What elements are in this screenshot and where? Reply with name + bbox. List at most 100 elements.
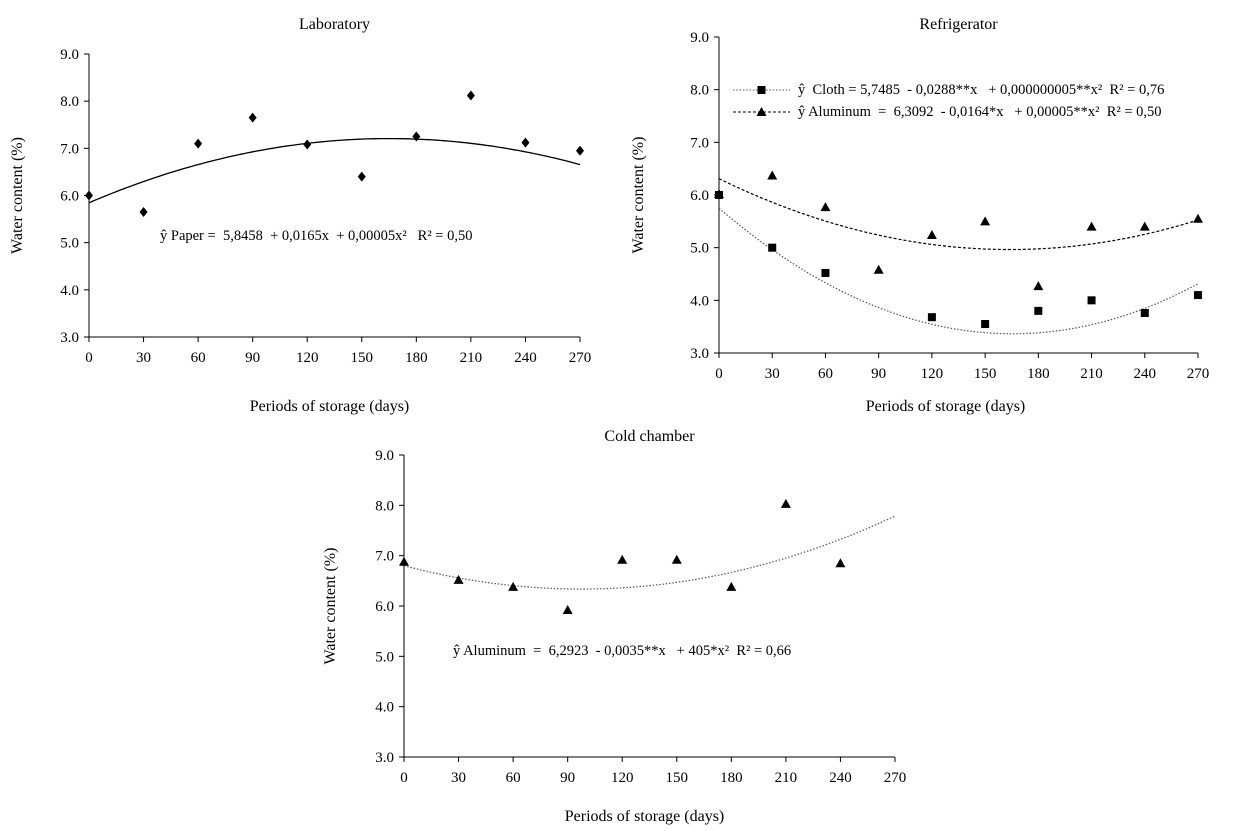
data-point-cloth — [1140, 308, 1149, 317]
x-tick-label: 150 — [666, 770, 689, 786]
x-axis-label: Periods of storage (days) — [250, 398, 410, 415]
y-tick-label: 5.0 — [60, 236, 79, 252]
data-point-paper — [85, 190, 93, 201]
data-point-paper — [248, 112, 257, 123]
chart-title: Refrigerator — [919, 16, 998, 33]
regression-equation-aluminum: ŷ Aluminum = 6,3092 - 0,0164*x + 0,00005… — [798, 104, 1162, 120]
x-tick-label: 120 — [611, 770, 634, 786]
y-tick-label: 6.0 — [60, 189, 79, 205]
x-tick-label: 270 — [1187, 366, 1210, 382]
data-point-paper — [412, 131, 421, 142]
x-tick-label: 30 — [136, 350, 151, 366]
y-tick-label: 8.0 — [375, 498, 394, 514]
data-point-paper — [357, 171, 366, 182]
data-point-paper — [139, 207, 148, 218]
x-tick-label: 210 — [1080, 366, 1103, 382]
x-tick-label: 60 — [506, 770, 521, 786]
x-tick-label: 180 — [720, 770, 743, 786]
x-axis-label: Periods of storage (days) — [565, 808, 725, 825]
legend-marker-cloth — [757, 86, 766, 94]
legend-marker-aluminum — [756, 107, 767, 116]
x-tick-label: 180 — [405, 350, 428, 366]
y-tick-label: 7.0 — [375, 549, 394, 565]
x-axis-label: Periods of storage (days) — [866, 398, 1026, 415]
data-point-cloth — [1034, 306, 1043, 315]
x-tick-label: 30 — [765, 366, 780, 382]
data-point-aluminum — [1086, 221, 1097, 231]
fit-curve-aluminum — [403, 515, 896, 590]
x-tick-label: 90 — [871, 366, 886, 382]
data-point-cloth — [821, 268, 830, 277]
data-point-paper — [466, 90, 475, 101]
data-point-cloth — [927, 313, 936, 322]
data-point-cloth — [768, 243, 777, 252]
y-tick-label: 7.0 — [60, 141, 79, 157]
data-point-aluminum — [835, 558, 846, 568]
data-point-aluminum — [453, 574, 464, 584]
x-tick-label: 240 — [514, 350, 537, 366]
data-point-cloth — [1087, 296, 1096, 305]
y-tick-label: 7.0 — [690, 135, 709, 151]
y-tick-label: 3.0 — [60, 330, 79, 346]
y-tick-label: 6.0 — [375, 599, 394, 615]
data-point-aluminum — [767, 170, 778, 180]
y-axis-label: Water content (%) — [630, 137, 647, 254]
data-point-aluminum — [780, 498, 791, 508]
y-tick-label: 6.0 — [690, 188, 709, 204]
y-tick-label: 8.0 — [60, 94, 79, 110]
y-tick-label: 9.0 — [60, 47, 79, 63]
data-point-aluminum — [873, 264, 884, 274]
chart-title: Cold chamber — [604, 428, 695, 445]
data-point-aluminum — [926, 230, 937, 240]
chart-fridge: Refrigerator 0 30 60 90 120 150 180 210 240 270 3.0… — [630, 16, 1209, 415]
x-tick-label: 150 — [351, 350, 374, 366]
data-point-aluminum — [980, 216, 991, 226]
x-tick-label: 60 — [818, 366, 833, 382]
x-tick-label: 90 — [245, 350, 260, 366]
x-tick-label: 240 — [829, 770, 852, 786]
x-tick-label: 0 — [400, 770, 408, 786]
regression-equation-aluminum: ŷ Aluminum = 6,2923 - 0,0035**x + 405*x²… — [453, 643, 791, 659]
data-point-aluminum — [726, 581, 737, 591]
x-tick-label: 0 — [715, 366, 723, 382]
x-tick-label: 0 — [85, 350, 93, 366]
chart-cold: Cold chamber 0 30 60 90 120 150 180 210 240 270 3.0… — [322, 428, 906, 825]
chart-lab: Laboratory 0 30 60 90 120 150 180 210 240 270 3.0 4.… — [9, 16, 591, 415]
y-tick-label: 9.0 — [690, 30, 709, 46]
y-axis-label: Water content (%) — [9, 137, 26, 254]
data-point-aluminum — [1139, 221, 1150, 231]
fit-curve-cloth — [718, 207, 1199, 335]
x-tick-label: 60 — [191, 350, 206, 366]
y-tick-label: 9.0 — [375, 448, 394, 464]
data-point-aluminum — [714, 188, 724, 198]
x-tick-label: 120 — [296, 350, 319, 366]
y-tick-label: 3.0 — [375, 750, 394, 766]
data-point-aluminum — [562, 605, 573, 615]
data-point-aluminum — [617, 554, 628, 564]
data-point-aluminum — [1033, 281, 1044, 291]
data-point-paper — [521, 137, 530, 148]
x-tick-label: 120 — [921, 366, 944, 382]
data-point-aluminum — [399, 556, 409, 566]
y-tick-label: 4.0 — [60, 283, 79, 299]
data-point-paper — [194, 138, 203, 149]
data-point-cloth — [981, 320, 990, 329]
x-tick-label: 270 — [884, 770, 907, 786]
data-point-aluminum — [1193, 213, 1203, 223]
fit-curve-paper — [88, 137, 581, 204]
y-axis-label: Water content (%) — [322, 548, 339, 665]
x-tick-label: 210 — [775, 770, 798, 786]
fit-curve-aluminum — [718, 178, 1199, 251]
regression-equation-cloth: ŷ Cloth = 5,7485 - 0,0288**x + 0,0000000… — [798, 82, 1164, 98]
x-tick-label: 270 — [569, 350, 592, 366]
x-tick-label: 90 — [560, 770, 575, 786]
y-tick-label: 8.0 — [690, 83, 709, 99]
data-point-aluminum — [820, 202, 831, 212]
y-tick-label: 4.0 — [375, 700, 394, 716]
data-point-aluminum — [508, 581, 519, 591]
y-tick-label: 4.0 — [690, 293, 709, 309]
x-tick-label: 210 — [460, 350, 483, 366]
data-point-paper — [576, 145, 584, 156]
chart-title: Laboratory — [299, 16, 370, 33]
